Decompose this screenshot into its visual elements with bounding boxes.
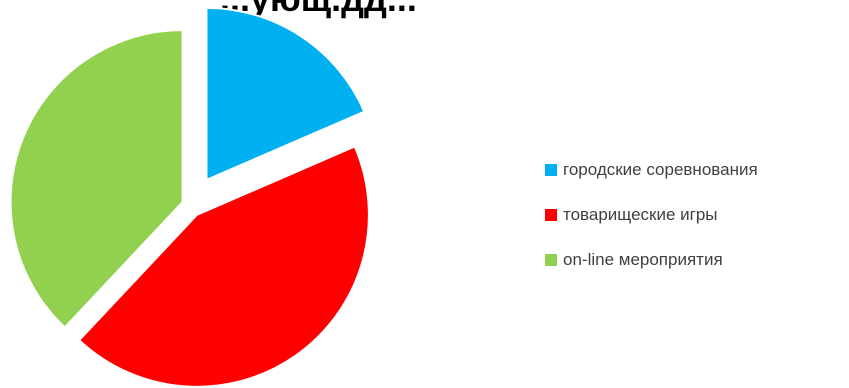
pie-slice-2 <box>77 145 370 388</box>
legend-label: городские соревнования <box>563 160 758 179</box>
pie-slice-1 <box>205 6 366 182</box>
legend-label: товарищеские игры <box>563 205 718 224</box>
pie-slice-3 <box>9 29 184 329</box>
legend-swatch <box>545 164 557 176</box>
legend-label: on-line мероприятия <box>563 250 723 269</box>
legend-swatch <box>545 209 557 221</box>
legend-item-2: товарищеские игры <box>545 203 758 227</box>
chart-title: ...ующ.дд... <box>220 0 740 20</box>
legend: городские соревнования товарищеские игры o… <box>545 158 758 293</box>
legend-item-1: городские соревнования <box>545 158 758 182</box>
legend-item-3: on-line мероприятия <box>545 248 758 272</box>
legend-swatch <box>545 254 557 266</box>
